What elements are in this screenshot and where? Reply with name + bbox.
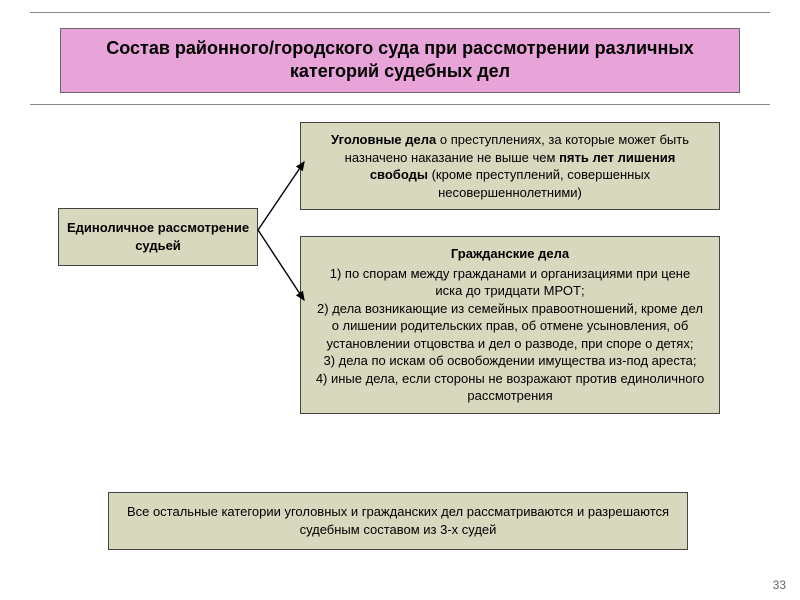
arrow-to-criminal xyxy=(258,162,304,230)
divider-mid xyxy=(30,104,770,105)
civil-item-4: 4) иные дела, если стороны не возражают … xyxy=(316,371,704,404)
box-sole-judge: Единоличное рассмотрение судьей xyxy=(58,208,258,266)
divider-top xyxy=(30,12,770,13)
criminal-text-2: (кроме преступлений, совершенных несовер… xyxy=(428,167,650,200)
civil-item-3: 3) дела по искам об освобождении имущест… xyxy=(324,353,697,368)
civil-header: Гражданские дела xyxy=(315,245,705,263)
page-number: 33 xyxy=(773,578,786,592)
arrow-to-civil xyxy=(258,230,304,300)
civil-item-2: 2) дела возникающие из семейных правоотн… xyxy=(317,301,703,351)
slide-title: Состав районного/городского суда при рас… xyxy=(60,28,740,93)
box-criminal-cases: Уголовные дела о преступлениях, за котор… xyxy=(300,122,720,210)
criminal-bold-prefix: Уголовные дела xyxy=(331,132,436,147)
civil-item-1: 1) по спорам между гражданами и организа… xyxy=(330,266,690,299)
box-civil-cases: Гражданские дела 1) по спорам между граж… xyxy=(300,236,720,414)
box-other-cases: Все остальные категории уголовных и граж… xyxy=(108,492,688,550)
